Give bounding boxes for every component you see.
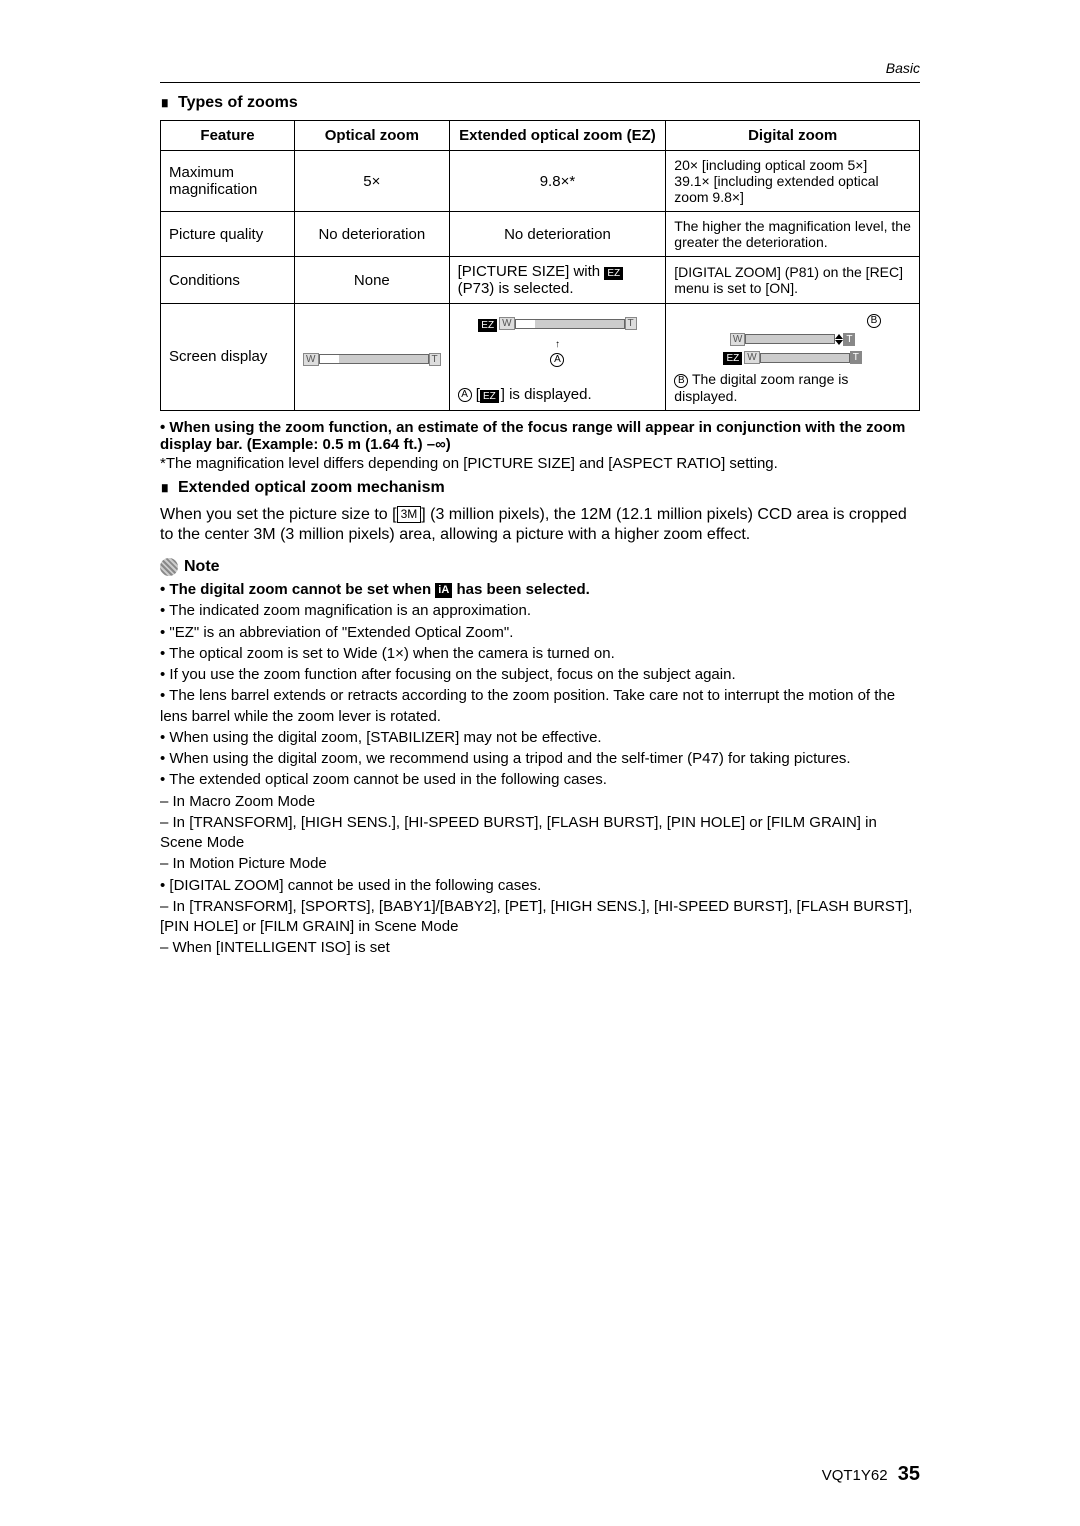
- t-label: T: [850, 351, 862, 364]
- focus-range-note-text: When using the zoom function, an estimat…: [160, 419, 905, 453]
- cell-screen-digital: B W T EZ W T B The digital zoom ra: [666, 304, 920, 411]
- square-bullet-icon: ∎: [160, 479, 170, 496]
- types-of-zooms-heading: ∎ Types of zooms: [160, 93, 920, 112]
- notes-list: The digital zoom cannot be set when iA h…: [160, 580, 920, 959]
- cell-picq-ez: No deterioration: [449, 212, 666, 257]
- ez-caption-post: ] is displayed.: [501, 386, 592, 403]
- magnification-footnote: *The magnification level differs dependi…: [160, 455, 920, 472]
- page-footer: VQT1Y62 35: [822, 1463, 920, 1486]
- label-a-icon: A: [550, 353, 564, 367]
- header-section-label: Basic: [160, 60, 920, 76]
- ia-mode-icon: iA: [435, 583, 452, 598]
- b1-pre: The digital zoom cannot be set when: [169, 581, 435, 598]
- list-item: "EZ" is an abbreviation of "Extended Opt…: [160, 623, 920, 643]
- cell-maxmag-ez: 9.8×*: [449, 151, 666, 212]
- cell-cond-digital: [DIGITAL ZOOM] (P81) on the [REC] menu i…: [666, 257, 920, 304]
- cond-ez-pre: [PICTURE SIZE] with: [458, 263, 605, 280]
- zoom-bar-ez-icon: W T: [499, 317, 637, 331]
- th-ez: Extended optical zoom (EZ): [449, 121, 666, 151]
- table-header-row: Feature Optical zoom Extended optical zo…: [161, 121, 920, 151]
- cell-cond-optical: None: [295, 257, 450, 304]
- cond-ez-post: (P73) is selected.: [458, 280, 574, 297]
- table-row: Picture quality No deterioration No dete…: [161, 212, 920, 257]
- list-item: The digital zoom cannot be set when iA h…: [160, 580, 920, 600]
- ez-icon: EZ: [478, 319, 497, 332]
- cell-picq-optical: No deterioration: [295, 212, 450, 257]
- th-optical: Optical zoom: [295, 121, 450, 151]
- focus-range-note: • When using the zoom function, an estim…: [160, 419, 920, 453]
- cell-screen-ez: EZ W T ↑ A A [EZ] is displayed.: [449, 304, 666, 411]
- t-label: T: [843, 333, 855, 346]
- ez-icon: EZ: [480, 390, 499, 403]
- digital-caption: The digital zoom range is displayed.: [674, 371, 848, 403]
- cell-cond-label: Conditions: [161, 257, 295, 304]
- table-row: Screen display W T EZ W T ↑ A A [EZ] is …: [161, 304, 920, 411]
- th-digital: Digital zoom: [666, 121, 920, 151]
- ez-icon: EZ: [723, 352, 742, 365]
- ez-icon: EZ: [604, 267, 623, 280]
- list-item: The optical zoom is set to Wide (1×) whe…: [160, 644, 920, 664]
- zoom-bar-optical-icon: W T: [303, 352, 441, 366]
- list-item: The lens barrel extends or retracts acco…: [160, 686, 920, 727]
- para-pre: When you set the picture size to [: [160, 506, 397, 523]
- section1-title-text: Types of zooms: [178, 94, 298, 111]
- extended-ez-heading: ∎ Extended optical zoom mechanism: [160, 478, 920, 497]
- table-row: Maximum magnification 5× 9.8×* 20× [incl…: [161, 151, 920, 212]
- w-label: W: [499, 317, 514, 330]
- footer-code: VQT1Y62: [822, 1467, 888, 1484]
- b1-post: has been selected.: [452, 581, 590, 598]
- list-item: In Motion Picture Mode: [160, 854, 920, 874]
- square-bullet-icon: ∎: [160, 94, 170, 111]
- table-row: Conditions None [PICTURE SIZE] with EZ (…: [161, 257, 920, 304]
- cell-screen-label: Screen display: [161, 304, 295, 411]
- cell-maxmag-optical: 5×: [295, 151, 450, 212]
- list-item: In Macro Zoom Mode: [160, 792, 920, 812]
- cell-maxmag-digital: 20× [including optical zoom 5×] 39.1× [i…: [666, 151, 920, 212]
- section2-title-text: Extended optical zoom mechanism: [178, 479, 445, 496]
- header-rule: [160, 82, 920, 83]
- note-title: Note: [184, 558, 220, 576]
- label-b-icon: B: [674, 374, 688, 388]
- zoom-comparison-table: Feature Optical zoom Extended optical zo…: [160, 120, 920, 411]
- th-feature: Feature: [161, 121, 295, 151]
- cell-screen-optical: W T: [295, 304, 450, 411]
- 3m-size-icon: 3M: [397, 506, 422, 524]
- note-header: Note: [160, 558, 920, 576]
- cell-picq-label: Picture quality: [161, 212, 295, 257]
- zoom-bar-digital1-icon: W T: [730, 332, 856, 346]
- list-item: The indicated zoom magnification is an a…: [160, 601, 920, 621]
- label-a-icon: A: [458, 388, 472, 402]
- w-label: W: [744, 351, 759, 364]
- cell-picq-digital: The higher the magnification level, the …: [666, 212, 920, 257]
- list-item: When using the digital zoom, we recommen…: [160, 749, 920, 769]
- w-label: W: [730, 333, 745, 346]
- list-item: [DIGITAL ZOOM] cannot be used in the fol…: [160, 876, 920, 896]
- t-label: T: [625, 317, 637, 330]
- list-item: The extended optical zoom cannot be used…: [160, 770, 920, 790]
- list-item: In [TRANSFORM], [SPORTS], [BABY1]/[BABY2…: [160, 897, 920, 938]
- ez-mechanism-paragraph: When you set the picture size to [3M] (3…: [160, 505, 920, 547]
- list-item: When [INTELLIGENT ISO] is set: [160, 938, 920, 958]
- page-number: 35: [898, 1463, 920, 1485]
- w-label: W: [303, 353, 318, 366]
- list-item: If you use the zoom function after focus…: [160, 665, 920, 685]
- zoom-bar-digital2-icon: W T: [744, 351, 862, 365]
- cell-maxmag-label: Maximum magnification: [161, 151, 295, 212]
- list-item: In [TRANSFORM], [HIGH SENS.], [HI-SPEED …: [160, 813, 920, 854]
- t-label: T: [429, 353, 441, 366]
- cell-cond-ez: [PICTURE SIZE] with EZ (P73) is selected…: [449, 257, 666, 304]
- list-item: When using the digital zoom, [STABILIZER…: [160, 728, 920, 748]
- label-b-icon: B: [867, 314, 881, 328]
- note-icon: [160, 558, 178, 576]
